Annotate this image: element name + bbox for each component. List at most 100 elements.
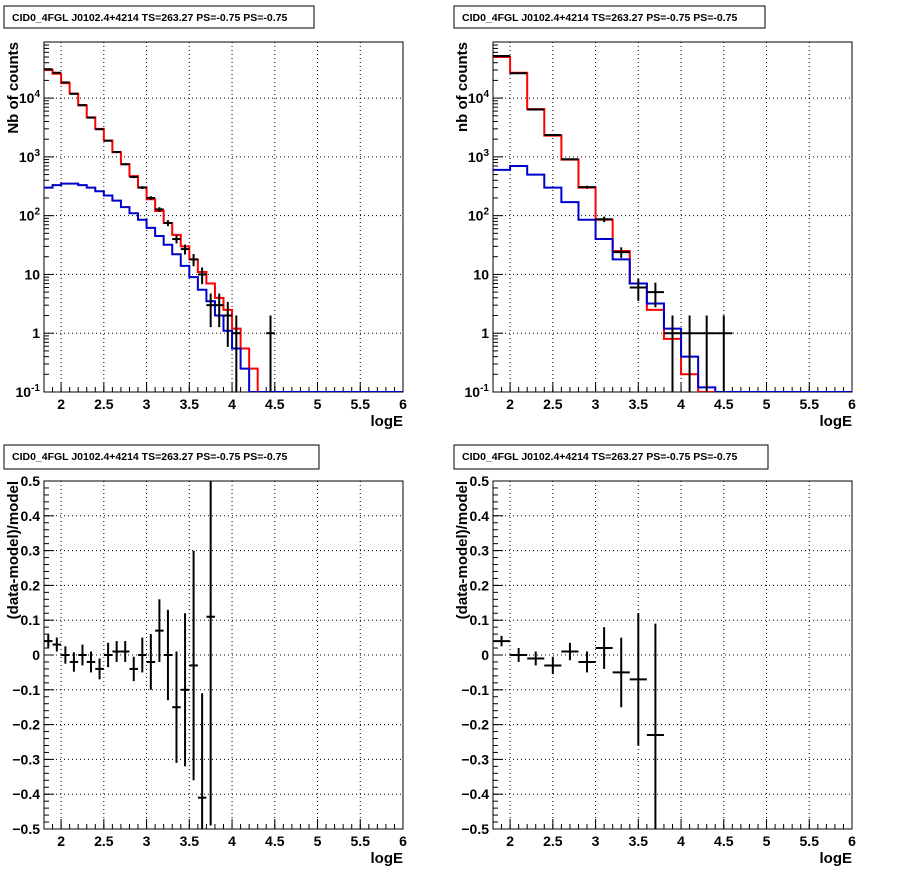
data-point [663,315,682,392]
residual-point [206,481,215,826]
y-tick-base: 10 [19,149,35,165]
y-tick-base: 10 [468,90,484,106]
data-point [232,315,241,392]
x-tick-label: 4 [228,396,236,412]
chart-panel-4: CID0_4FGL J0102.4+4214 TS=263.27 PS=-0.7… [453,444,856,867]
residual-point [544,656,562,675]
data-point [138,186,147,190]
x-axis-label: logE [371,413,404,430]
data-point [172,235,181,244]
residual-point [561,642,579,661]
x-tick-label: 6 [399,396,407,412]
x-tick-label: 5 [763,833,771,849]
residual-point [180,613,190,767]
residual-point [69,652,79,672]
y-tick-exponent: 3 [34,148,40,159]
grid [44,480,404,830]
data-point [544,134,562,137]
y-tick-exponent: 4 [483,89,489,100]
residual-point [103,642,113,668]
x-tick-label: 2.5 [543,833,563,849]
y-tick-base: 10 [19,90,35,106]
x-tick-label: 2 [57,833,65,849]
x-tick-label: 5.5 [800,396,820,412]
y-tick-label: −0.3 [461,751,489,767]
data-point [146,196,156,200]
residual-point [612,637,630,708]
x-tick-label: 6 [399,833,407,849]
data-point [189,254,198,267]
y-tick-label: 0.3 [21,543,41,559]
y-tick-label: 104 [468,89,490,106]
residual-point [44,634,53,649]
series-line-model-source [493,164,852,392]
x-tick-label: 5 [314,833,322,849]
chart-title: CID0_4FGL J0102.4+4214 TS=263.27 PS=-0.7… [12,12,287,24]
x-axis-label: logE [820,850,853,867]
chart-panel-3: CID0_4FGL J0102.4+4214 TS=263.27 PS=-0.7… [3,444,407,867]
series-line-model-total [44,69,403,392]
residual-point [595,627,613,669]
chart-panel-1: CID0_4FGL J0102.4+4214 TS=263.27 PS=-0.7… [3,5,407,430]
x-tick-label: 4 [228,833,236,849]
y-tick-label: 10 [473,266,489,282]
chart-title-box [453,5,766,29]
y-tick-label: 102 [19,207,41,224]
residual-point [78,644,87,666]
y-tick-label: 0.3 [470,543,490,559]
y-tick-label: −0.5 [461,821,489,837]
y-tick-base: 10 [16,384,32,400]
y-tick-label: 0.5 [21,473,41,489]
x-tick-label: 3 [143,833,151,849]
x-tick-label: 2 [506,833,514,849]
plot-area [493,613,664,829]
x-tick-label: 3 [592,396,600,412]
y-tick-label: 10 [24,266,40,282]
x-tick-label: 4.5 [265,833,285,849]
residual-point [527,651,545,666]
plot-area [493,55,852,392]
x-tick-label: 5 [314,396,322,412]
y-tick-label: 10-1 [465,383,490,400]
data-point [163,220,173,227]
data-point [223,301,233,347]
data-point [681,315,699,392]
chart-title: CID0_4FGL J0102.4+4214 TS=263.27 PS=-0.7… [462,451,737,463]
x-tick-label: 4.5 [714,396,734,412]
y-axis-label: nb of counts [454,42,471,132]
residual-point [163,609,173,701]
data-point [715,315,733,392]
residual-point [646,623,664,829]
x-tick-label: 2.5 [543,396,563,412]
chart-title-box [3,444,320,470]
y-tick-label: 10-1 [16,383,41,400]
residual-point [189,550,198,781]
data-point [629,278,647,301]
x-tick-label: 3.5 [629,396,649,412]
residual-point [578,651,596,673]
y-tick-label: 0.5 [470,473,490,489]
y-axis-label: (data-model)/model [5,481,22,619]
y-tick-label: −0.4 [12,786,40,802]
residual-point [129,656,139,682]
y-tick-label: 0.2 [470,577,490,593]
x-tick-label: 6 [848,833,856,849]
y-tick-label: 1 [32,325,40,341]
y-tick-label: −0.5 [12,821,40,837]
x-tick-label: 6 [848,396,856,412]
grid [493,480,853,830]
data-point [698,315,716,392]
x-tick-label: 5.5 [351,833,371,849]
x-tick-label: 3.5 [180,396,200,412]
y-tick-exponent: 4 [34,89,40,100]
chart-title-box [453,444,769,470]
data-point [103,139,113,142]
x-tick-label: 3 [592,833,600,849]
series-line-model-source [44,182,403,392]
chart-title-box [3,5,315,29]
y-tick-label: −0.1 [12,682,40,698]
data-point [86,116,96,119]
y-tick-exponent: 2 [483,207,489,218]
chart-title: CID0_4FGL J0102.4+4214 TS=263.27 PS=-0.7… [462,12,737,24]
